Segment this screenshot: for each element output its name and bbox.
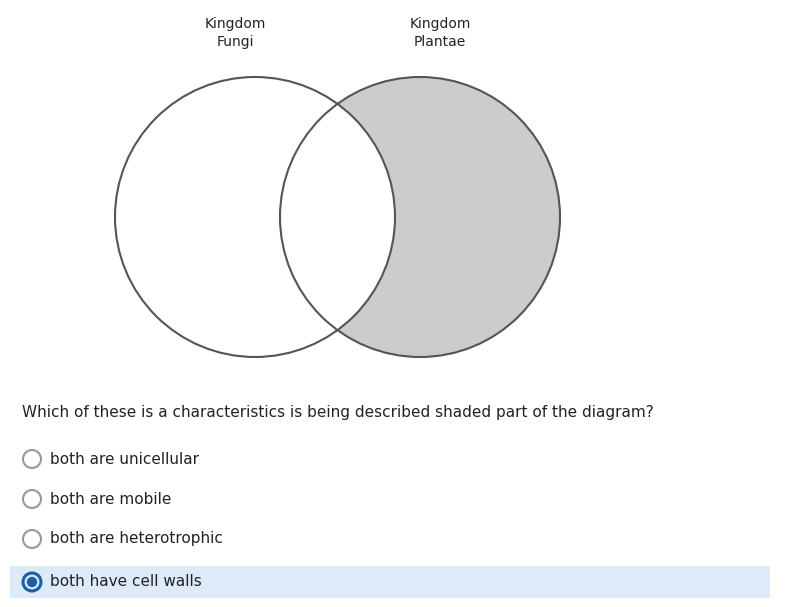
Text: both are heterotrophic: both are heterotrophic [50,532,223,546]
Circle shape [27,577,37,586]
Text: Kingdom
Fungi: Kingdom Fungi [204,16,266,49]
Text: Which of these is a characteristics is being described shaded part of the diagra: Which of these is a characteristics is b… [22,404,654,419]
Text: both are mobile: both are mobile [50,492,171,506]
Text: both have cell walls: both have cell walls [50,574,202,589]
Polygon shape [338,77,560,357]
FancyBboxPatch shape [10,566,770,598]
Text: both are unicellular: both are unicellular [50,452,199,467]
Text: Kingdom
Plantae: Kingdom Plantae [410,16,470,49]
